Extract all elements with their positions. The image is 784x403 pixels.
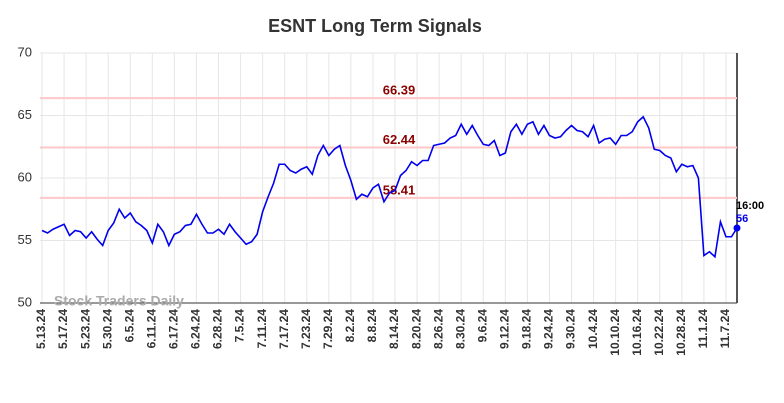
y-tick-label: 60 (18, 169, 32, 184)
level-label: 66.39 (383, 83, 416, 98)
x-tick-label: 10.10.24 (608, 309, 622, 356)
x-tick-label: 6.17.24 (167, 309, 181, 349)
watermark: Stock Traders Daily (54, 293, 184, 309)
x-tick-label: 8.8.24 (365, 309, 379, 343)
x-tick-label: 11.1.24 (696, 309, 710, 349)
x-tick-label: 9.24.24 (542, 309, 556, 349)
x-tick-label: 10.28.24 (674, 309, 688, 356)
x-tick-label: 8.14.24 (387, 309, 401, 349)
x-tick-label: 7.17.24 (277, 309, 291, 349)
x-tick-label: 5.30.24 (100, 309, 114, 349)
x-tick-label: 6.11.24 (144, 309, 158, 349)
x-tick-label: 9.6.24 (475, 309, 489, 343)
x-tick-label: 5.13.24 (34, 309, 48, 349)
last-point (733, 224, 741, 232)
level-label: 62.44 (383, 132, 416, 147)
x-tick-label: 8.2.24 (343, 309, 357, 343)
x-tick-label: 11.7.24 (718, 309, 732, 349)
time-label: 16:00 (736, 200, 764, 212)
y-tick-label: 55 (18, 232, 32, 247)
last-value-label: 56 (736, 213, 748, 225)
x-tick-label: 9.12.24 (498, 309, 512, 349)
x-tick-label: 5.17.24 (56, 309, 70, 349)
y-tick-label: 65 (18, 107, 32, 122)
x-tick-label: 10.16.24 (630, 309, 644, 356)
x-tick-label: 6.28.24 (211, 309, 225, 349)
x-tick-label: 9.30.24 (564, 309, 578, 349)
x-tick-label: 8.30.24 (453, 309, 467, 349)
chart-title: ESNT Long Term Signals (268, 16, 482, 36)
y-tick-label: 50 (18, 294, 32, 309)
x-tick-label: 8.20.24 (409, 309, 423, 349)
x-tick-label: 7.5.24 (233, 309, 247, 343)
x-tick-label: 5.23.24 (78, 309, 92, 349)
x-tick-label: 8.26.24 (431, 309, 445, 349)
x-tick-label: 6.24.24 (189, 309, 203, 349)
x-tick-label: 10.22.24 (652, 309, 666, 356)
level-label: 58.41 (383, 182, 416, 197)
y-tick-label: 70 (18, 44, 32, 59)
x-tick-label: 6.5.24 (122, 309, 136, 343)
x-tick-label: 10.4.24 (586, 309, 600, 349)
x-tick-label: 9.18.24 (520, 309, 534, 349)
line (41, 115, 738, 259)
x-tick-label: 7.11.24 (255, 309, 269, 349)
x-tick-label: 7.29.24 (321, 309, 335, 349)
x-tick-label: 7.23.24 (299, 309, 313, 349)
